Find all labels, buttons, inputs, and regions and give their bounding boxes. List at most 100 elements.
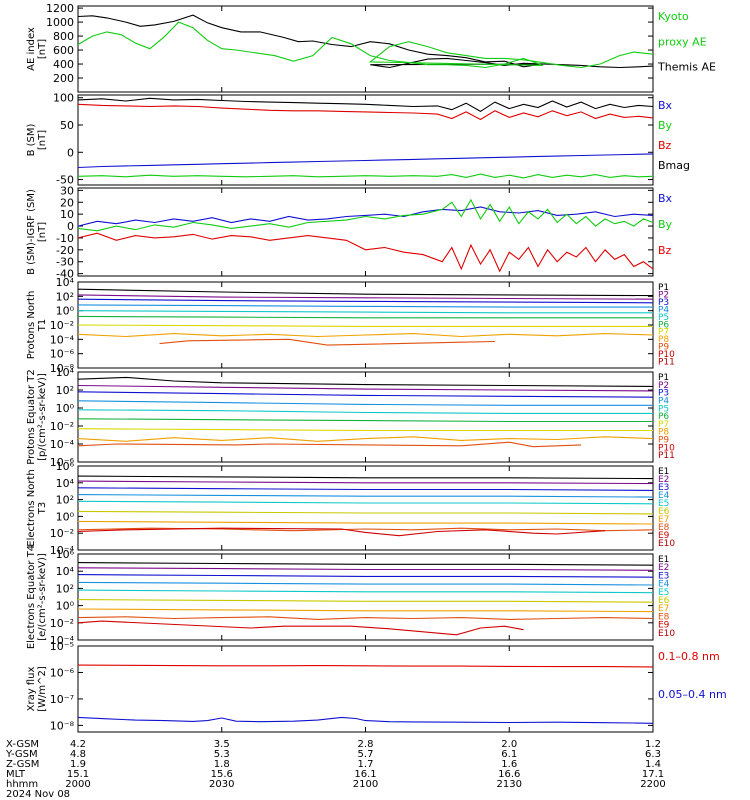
legend-entry: E9 — [658, 531, 670, 541]
ephemeris-value: 1.6 — [501, 759, 517, 770]
y-tick-label: -50 — [56, 174, 74, 187]
series-line-e7 — [77, 608, 654, 613]
y-tick-label: 0 — [67, 220, 74, 233]
legend-entry: Bmag — [658, 159, 690, 172]
legend-entry: P3 — [658, 389, 669, 399]
ephemeris-value: 2030 — [209, 779, 234, 790]
series-line-p9 — [159, 338, 495, 346]
series-line-0-05-0-4-nm — [77, 716, 654, 724]
y-axis-label: AE index — [26, 27, 37, 71]
legend-entry: E4 — [658, 491, 670, 501]
y-tick-label: 600 — [53, 44, 74, 57]
y-tick-label: 10⁴ — [56, 366, 75, 379]
ephemeris-value: 6.1 — [501, 749, 517, 760]
y-tick-label: 20 — [60, 196, 74, 209]
legend-entry: P7 — [658, 420, 669, 430]
legend-entry: P1 — [658, 283, 669, 293]
y-tick-label: 800 — [53, 30, 74, 43]
panel-frame — [77, 187, 654, 277]
series-line-p6 — [77, 418, 653, 423]
legend-entry: P6 — [658, 320, 669, 330]
series-line-p4 — [77, 400, 653, 406]
legend-entry: E5 — [658, 499, 669, 509]
series-line-by — [77, 198, 654, 232]
series-line-p8 — [77, 436, 654, 442]
legend-entry: E6 — [658, 507, 670, 517]
y-tick-label: 10⁶ — [56, 548, 75, 561]
ephemeris-value: 5.7 — [358, 749, 374, 760]
legend-entry: E8 — [658, 612, 670, 622]
y-axis-label: [e/(cm²-s-sr-keV)] — [37, 553, 48, 641]
ephemeris-value: 2.8 — [358, 739, 374, 750]
y-tick-label: 10⁻⁴ — [50, 544, 75, 557]
legend-entry: P4 — [658, 396, 669, 406]
series-line-p5 — [77, 409, 653, 414]
ephemeris-value: 2000 — [65, 779, 90, 790]
legend-entry: P1 — [658, 373, 669, 383]
ephemeris-value: 2200 — [640, 779, 665, 790]
y-axis-label: Electrons North — [26, 469, 37, 546]
series-line-p4 — [77, 304, 653, 308]
legend-entry: E1 — [658, 467, 669, 477]
ephemeris-row-label: 2024 Nov 08 — [6, 789, 70, 800]
legend-entry: Bx — [658, 192, 673, 205]
legend-entry: Themis AE — [657, 61, 716, 74]
series-line-e4 — [77, 581, 654, 586]
y-tick-label: -30 — [56, 256, 74, 269]
series-line-by — [77, 173, 654, 179]
y-axis-label: T3 — [37, 502, 48, 515]
series-line-e2 — [77, 480, 654, 485]
y-tick-label: 10⁻⁵ — [50, 640, 74, 653]
legend-entry: 0.05–0.4 nm — [658, 688, 727, 701]
y-tick-label: 1200 — [46, 2, 74, 15]
y-tick-label: 10⁻⁶ — [50, 456, 75, 469]
series-line-0-1-0-8-nm — [77, 664, 654, 668]
y-tick-label: 10⁻⁸ — [50, 719, 75, 732]
legend-entry: P10 — [658, 350, 675, 360]
ephemeris-value: 6.3 — [645, 749, 661, 760]
ephemeris-value: 15.1 — [67, 769, 89, 780]
series-line-e8 — [77, 616, 654, 620]
ephemeris-value: 15.6 — [211, 769, 233, 780]
legend-entry: E8 — [658, 523, 670, 533]
series-line-e6 — [77, 599, 654, 603]
series-line-bz — [77, 232, 654, 273]
legend-entry: E3 — [658, 571, 669, 581]
y-tick-label: 10⁻⁴ — [50, 333, 75, 346]
series-line-e9 — [77, 620, 524, 636]
y-tick-label: 0 — [67, 146, 74, 159]
legend-entry: P9 — [658, 343, 669, 353]
y-axis-label: Protons Equator T2 — [26, 369, 37, 465]
series-line-e4 — [77, 494, 654, 498]
series-line-kyoto-proxy-ae — [77, 21, 654, 69]
panel-7: 10⁶ 10⁴ 10² 10⁰ 10⁻² 10⁻⁴ Electrons Equator T4… — [26, 545, 675, 649]
ephemeris-row-label: hhmm — [6, 779, 38, 790]
y-tick-label: 10⁻⁸ — [50, 362, 75, 375]
y-tick-label: 10² — [56, 582, 74, 595]
series-line-bz — [77, 103, 654, 121]
legend-entry: P10 — [658, 443, 675, 453]
y-tick-label: 10⁻⁴ — [50, 438, 75, 451]
series-line-e6 — [77, 510, 654, 515]
series-line-p1 — [77, 288, 654, 297]
series-line-p2 — [77, 384, 654, 392]
y-tick-label: 10⁻⁷ — [50, 693, 74, 706]
panel-2: 100 50 0 -50 B (SM) [nT] Bx By Bz Bmag — [26, 92, 690, 187]
ephemeris-row-label: Z-GSM — [6, 759, 39, 770]
ephemeris-row-label: Y-GSM — [5, 749, 38, 760]
y-axis-label: Xray flux — [26, 667, 37, 712]
series-line-p6 — [77, 315, 653, 319]
series-line-p7 — [77, 428, 653, 432]
y-tick-label: 10⁻² — [50, 319, 74, 332]
legend-entry: P5 — [658, 404, 669, 414]
y-tick-label: 10⁴ — [56, 565, 75, 578]
series-line-e7 — [77, 520, 654, 525]
legend-entry: P9 — [658, 436, 669, 446]
series-line-p7 — [77, 324, 653, 327]
y-tick-label: 10² — [56, 494, 74, 507]
ephemeris-value: 16.1 — [354, 769, 376, 780]
legend-entry: P6 — [658, 412, 669, 422]
y-tick-label: 10⁻⁴ — [50, 634, 75, 647]
y-tick-label: 10⁻² — [50, 420, 74, 433]
